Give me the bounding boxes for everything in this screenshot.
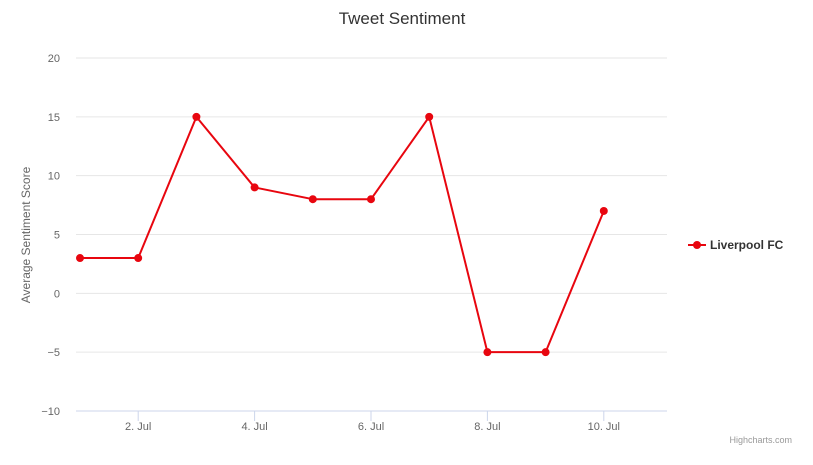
y-tick-label: 0 <box>54 288 60 300</box>
data-point[interactable] <box>425 112 434 121</box>
series-line[interactable] <box>79 115 605 354</box>
data-point[interactable] <box>483 348 492 357</box>
data-point[interactable] <box>250 183 259 192</box>
grid-lines <box>76 57 667 353</box>
data-point[interactable] <box>541 348 550 357</box>
x-tick-label: 8. Jul <box>474 421 500 433</box>
y-axis-title: Average Sentiment Score <box>19 166 33 303</box>
y-axis-tick-labels: 20 15 10 5 0 −5 −10 <box>41 53 60 418</box>
y-tick-label: 10 <box>48 171 60 183</box>
x-tick-label: 6. Jul <box>358 421 384 433</box>
y-tick-label: 5 <box>54 230 60 242</box>
y-tick-label: −10 <box>41 406 60 418</box>
chart-title: Tweet Sentiment <box>339 9 466 28</box>
y-tick-label: −5 <box>47 347 60 359</box>
credits-link[interactable]: Highcharts.com <box>729 435 792 445</box>
data-point[interactable] <box>308 195 317 204</box>
y-tick-label: 15 <box>48 112 60 124</box>
x-axis-ticks: 2. Jul 4. Jul 6. Jul 8. Jul 10. Jul <box>125 411 620 433</box>
y-tick-label: 20 <box>48 53 60 65</box>
x-tick-label: 10. Jul <box>588 421 620 433</box>
x-tick-label: 2. Jul <box>125 421 151 433</box>
x-tick-label: 4. Jul <box>241 421 267 433</box>
legend[interactable]: Liverpool FC <box>688 238 784 252</box>
legend-label[interactable]: Liverpool FC <box>710 238 784 252</box>
data-point[interactable] <box>599 206 608 215</box>
series-liverpool-fc[interactable] <box>76 112 608 357</box>
data-point[interactable] <box>192 112 201 121</box>
data-point[interactable] <box>76 254 84 263</box>
legend-marker-icon <box>693 241 701 249</box>
data-point[interactable] <box>367 195 375 204</box>
data-point[interactable] <box>134 254 143 263</box>
